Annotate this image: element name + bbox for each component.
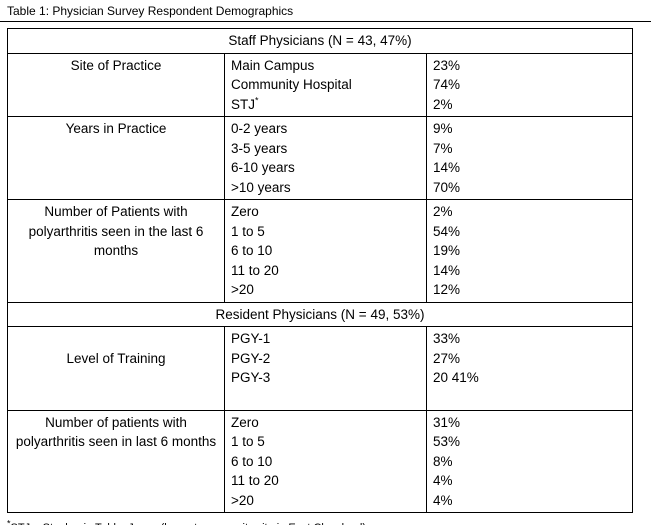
value-label: 2% [433,204,453,219]
options-cell: 0-2 years 3-5 years 6-10 years >10 years [224,116,427,200]
value-label: 74% [433,77,461,92]
option-label: 6 to 10 [231,453,273,469]
option-label: 1 to 5 [231,223,265,239]
option-label: Zero [231,204,259,219]
values-cell: 2% 54% 19% 14% 12% [426,199,633,303]
value-label: 2% [433,96,453,112]
table-row: Level of Training PGY-1 PGY-2 PGY-3 33% … [7,326,633,411]
values-cell: 33% 27% 20 41% [426,326,633,411]
options-cell: Zero 1 to 5 6 to 10 11 to 20 >20 [224,199,427,303]
footnote-text: STJ = Stephanie Tubbs Jones (largest com… [11,522,367,525]
value-label: 7% [433,140,453,156]
option-label: Community Hospital [231,77,352,92]
value-label: 27% [433,350,461,366]
option-label: STJ* [231,95,420,115]
demographics-table: Staff Physicians (N = 43, 47%) Site of P… [7,28,633,513]
value-label: 14% [433,262,461,278]
value-label: 12% [433,282,461,297]
value-label: 53% [433,434,461,449]
option-label-text: STJ [231,96,256,112]
option-label: 3-5 years [231,140,288,156]
option-label: 11 to 20 [231,473,279,488]
value-label: 31% [433,414,461,430]
values-cell: 23% 74% 2% [426,52,633,117]
options-cell: Zero 1 to 5 6 to 10 11 to 20 >20 [224,409,427,513]
option-label: 6-10 years [231,160,295,175]
option-label: >20 [231,282,254,297]
option-label: 1 to 5 [231,434,265,449]
value-label: 70% [433,179,461,195]
table-row: Number of Patients with polyarthritis se… [7,199,633,303]
values-cell: 31% 53% 8% 4% 4% [426,409,633,513]
value-label: 4% [433,492,453,508]
table-row: Years in Practice 0-2 years 3-5 years 6-… [7,116,633,200]
option-label: PGY-1 [231,331,271,346]
section-header-row: Resident Physicians (N = 49, 53%) [7,301,633,327]
row-label-site-of-practice: Site of Practice [7,52,225,117]
value-label: 19% [433,243,461,258]
table-caption: Table 1: Physician Survey Respondent Dem… [0,2,651,22]
value-label: 4% [433,473,453,488]
value-label: 20 41% [433,370,479,385]
footnote-marker: * [255,95,259,105]
section-header-resident: Resident Physicians (N = 49, 53%) [7,301,633,327]
row-label-staff-patients-polyarthritis: Number of Patients with polyarthritis se… [7,199,225,303]
row-label-years-in-practice: Years in Practice [7,116,225,200]
value-label: 33% [433,331,461,346]
section-header-row: Staff Physicians (N = 43, 47%) [7,28,633,54]
table-row: Site of Practice Main Campus Community H… [7,52,633,117]
value-label: 14% [433,160,461,175]
value-label: 23% [433,57,461,73]
option-label: 11 to 20 [231,262,279,278]
row-label-level-of-training: Level of Training [7,326,225,411]
options-cell: Main Campus Community Hospital STJ* [224,52,427,117]
value-label: 8% [433,453,453,469]
footnote-marker: * [7,518,11,525]
values-cell: 9% 7% 14% 70% [426,116,633,200]
option-label: Main Campus [231,57,315,73]
option-label: >10 years [231,179,291,195]
option-label: >20 [231,492,254,508]
row-label-resident-patients-polyarthritis: Number of patients with polyarthritis se… [7,409,225,513]
option-label: Zero [231,414,259,430]
option-label: PGY-2 [231,350,271,366]
options-cell: PGY-1 PGY-2 PGY-3 [224,326,427,411]
section-header-staff: Staff Physicians (N = 43, 47%) [7,28,633,54]
value-label: 54% [433,223,461,239]
option-label: 6 to 10 [231,243,273,258]
value-label: 9% [433,121,453,136]
table-row: Number of patients with polyarthritis se… [7,409,633,513]
table-footnote: *STJ = Stephanie Tubbs Jones (largest co… [0,518,651,525]
option-label: PGY-3 [231,370,271,385]
option-label: 0-2 years [231,121,288,136]
